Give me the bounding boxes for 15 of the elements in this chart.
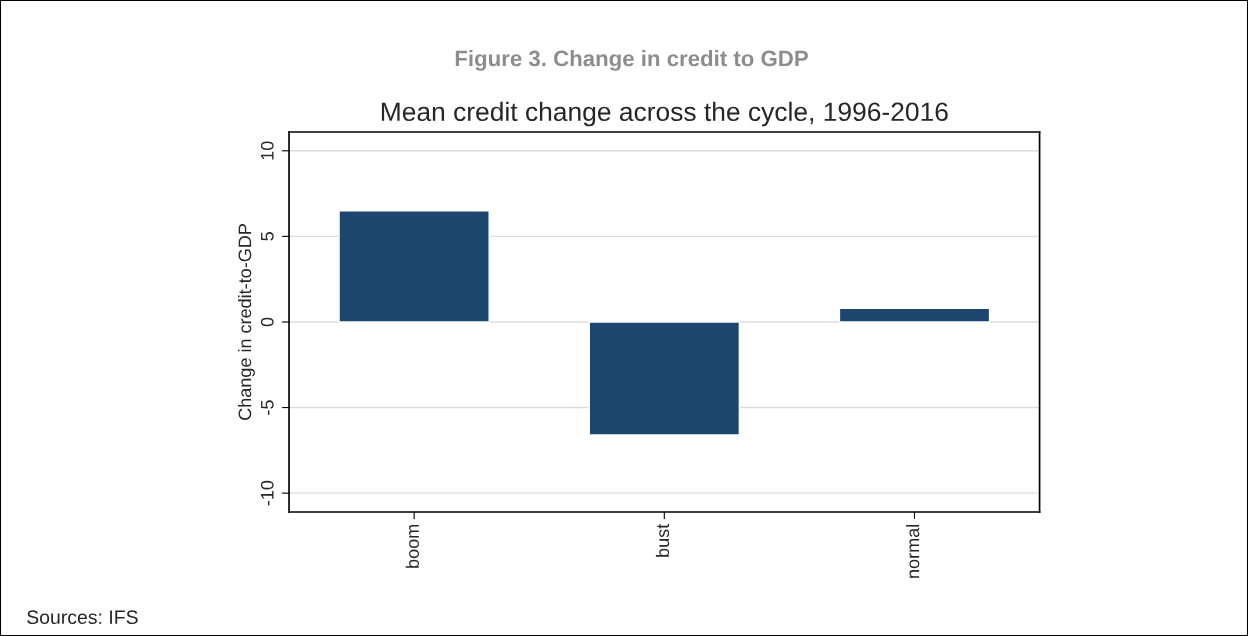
x-tick-label: normal — [906, 524, 920, 578]
y-tick-label: 5 — [261, 232, 274, 241]
chart-subtitle: Mean credit change across the cycle, 1996-2016 — [381, 101, 948, 127]
x-tick-label: boom — [405, 524, 419, 568]
y-axis-title: Change in credit-to-GDP — [238, 224, 255, 420]
y-tick-label: 10 — [260, 141, 274, 160]
chart-title: Figure 3. Change in credit to GDP — [455, 50, 808, 71]
bar — [838, 307, 991, 323]
y-tick-label: -5 — [261, 400, 274, 415]
bar — [338, 210, 490, 323]
y-tick-label: -10 — [260, 480, 274, 506]
bar — [588, 321, 741, 436]
y-tick-label: 0 — [260, 317, 274, 327]
source-note: Sources: IFS — [27, 610, 138, 625]
x-tick-label: bust — [655, 523, 670, 557]
